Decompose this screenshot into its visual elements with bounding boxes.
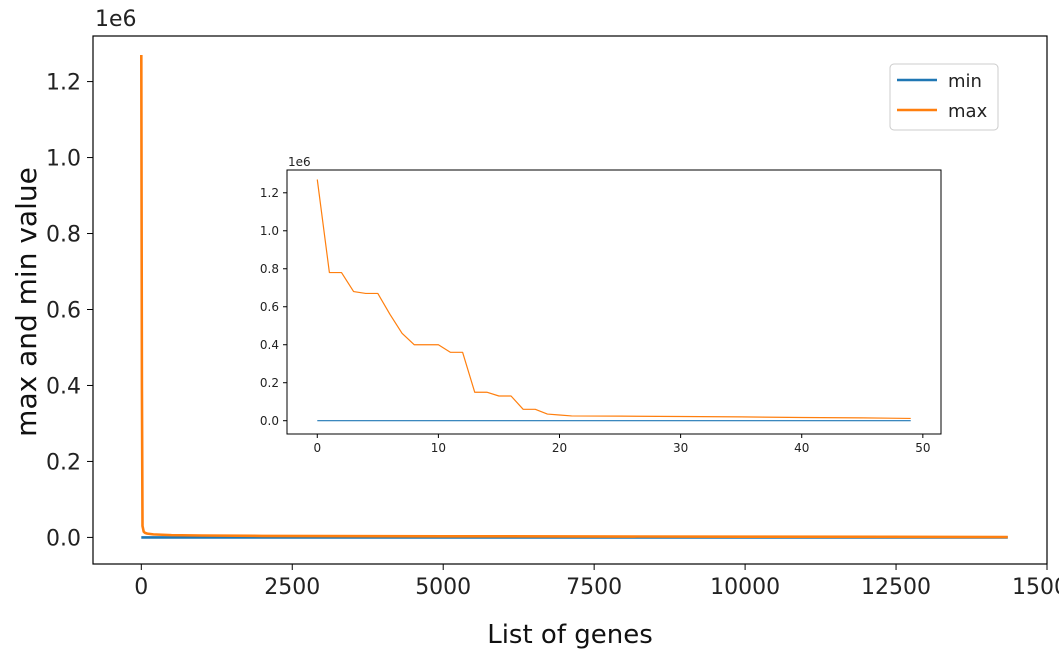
main-x-tick-label: 15000	[1012, 575, 1059, 600]
main-y-tick-label: 0.8	[46, 222, 81, 247]
main-x-tick-label: 10000	[710, 575, 780, 600]
inset-x-tick-label: 40	[794, 441, 809, 455]
main-x-tick-label: 0	[134, 575, 148, 600]
main-series-max-line	[140, 54, 1008, 539]
legend-label-max: max	[948, 101, 988, 122]
inset-x-tick-label: 50	[915, 441, 930, 455]
inset-y-tick-label: 0.4	[260, 338, 279, 352]
main-x-tick-label: 2500	[264, 575, 320, 600]
main-y-tick-label: 0.2	[46, 450, 81, 475]
inset-y-tick-label: 1.2	[260, 186, 279, 200]
inset-x-tick-label: 30	[673, 441, 688, 455]
main-y-axis-title: max and min value	[10, 167, 43, 437]
inset-x-tick-label: 20	[552, 441, 567, 455]
inset-series-max-line	[316, 179, 911, 420]
main-x-axis-title: List of genes	[487, 620, 653, 650]
main-y-tick-label: 0.4	[46, 374, 81, 399]
inset-y-tick-label: 0.8	[260, 262, 279, 276]
inset-x-tick-label: 10	[431, 441, 446, 455]
main-x-tick-label: 5000	[415, 575, 471, 600]
main-y-tick-label: 1.0	[46, 146, 81, 171]
inset-y-tick-label: 0.6	[260, 300, 279, 314]
inset-y-tick-label: 0.0	[260, 414, 279, 428]
inset-plot-frame	[286, 169, 942, 435]
inset-x-ticks: 0 10 20 30 40 50	[313, 434, 930, 455]
inset-x-tick-label: 0	[313, 441, 321, 455]
main-x-tick-label: 12500	[861, 575, 931, 600]
main-y-tick-label: 0.0	[46, 526, 81, 551]
inset-series-lines	[316, 179, 911, 422]
main-y-tick-label: 1.2	[46, 71, 81, 96]
legend: min max	[889, 63, 999, 131]
inset-y-tick-label: 0.2	[260, 376, 279, 390]
main-x-tick-label: 7500	[566, 575, 622, 600]
inset-y-tick-label: 1.0	[260, 224, 279, 238]
main-x-ticks: 0 2500 5000 7500 10000 12500 15000	[134, 564, 1059, 600]
main-y-offset-label: 1e6	[95, 7, 137, 32]
main-y-ticks: 0.0 0.2 0.4 0.6 0.8 1.0 1.2	[46, 71, 93, 551]
main-y-tick-label: 0.6	[46, 298, 81, 323]
inset-y-ticks: 0.0 0.2 0.4 0.6 0.8 1.0 1.2	[260, 186, 287, 428]
inset-y-offset-label: 1e6	[288, 155, 311, 169]
legend-label-min: min	[948, 71, 982, 92]
main-series-lines	[140, 54, 1008, 539]
inset-chart: 0 10 20 30 40 50 0.0 0.2 0.4 0.6 0.8 1.0 1.2 1e6	[260, 155, 942, 455]
